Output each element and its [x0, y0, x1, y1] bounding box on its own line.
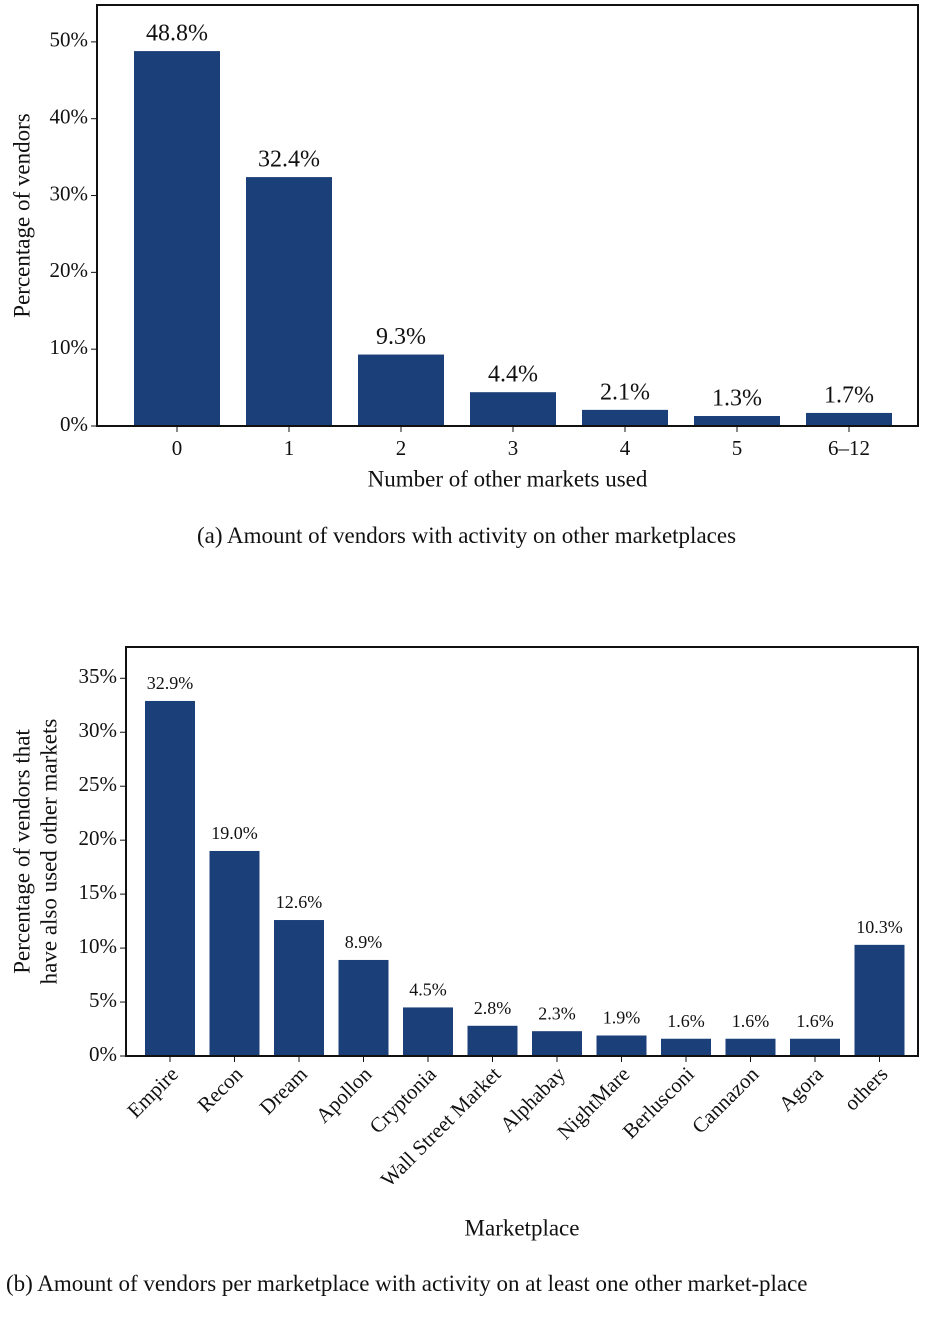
axes-frame: [96, 4, 919, 427]
x-axis-label: Number of other markets used: [368, 466, 648, 491]
value-label: 32.9%: [147, 673, 194, 693]
x-tick-label: Cannazon: [687, 1062, 764, 1139]
bar: [246, 177, 332, 426]
y-tick-label: 0%: [89, 1042, 117, 1066]
y-tick-label: 10%: [79, 934, 118, 958]
bar: [661, 1038, 711, 1056]
value-label: 2.1%: [600, 379, 650, 405]
value-label: 4.5%: [409, 980, 447, 1000]
x-axis-label: Marketplace: [465, 1215, 580, 1240]
y-tick-label: 50%: [50, 28, 89, 52]
value-label: 1.6%: [667, 1011, 705, 1031]
x-tick-label: 3: [508, 436, 519, 460]
y-tick-label: 0%: [60, 412, 88, 436]
bar: [134, 51, 220, 427]
value-label: 1.3%: [712, 386, 762, 412]
x-tick-label: 5: [732, 436, 743, 460]
axes-frame: [125, 646, 919, 1057]
y-tick-label: 10%: [50, 335, 89, 359]
value-label: 1.7%: [824, 382, 874, 408]
y-tick-label: 5%: [89, 988, 117, 1012]
y-axis-label: Percentage of vendors that: [9, 729, 34, 974]
bar: [274, 920, 324, 1056]
value-label: 2.3%: [538, 1003, 576, 1023]
y-tick-label: 20%: [79, 826, 118, 850]
x-tick-label: 2: [396, 436, 407, 460]
y-tick-label: 15%: [79, 880, 118, 904]
y-axis-label: Percentage of vendors: [9, 113, 34, 317]
y-axis-label: have also used other markets: [36, 719, 61, 985]
value-label: 8.9%: [345, 932, 383, 952]
x-tick-label: Wall Street Market: [376, 1062, 506, 1192]
bar: [582, 409, 668, 426]
value-label: 1.9%: [603, 1008, 641, 1028]
x-tick-label: 6–12: [828, 436, 870, 460]
value-label: 19.0%: [211, 823, 258, 843]
bar: [725, 1038, 776, 1056]
bar: [470, 392, 556, 426]
value-label: 4.4%: [488, 362, 538, 388]
x-tick-label: Empire: [122, 1062, 183, 1123]
y-tick-label: 25%: [79, 772, 118, 796]
x-tick-label: 4: [620, 436, 631, 460]
value-label: 12.6%: [276, 892, 323, 912]
bar: [358, 354, 444, 426]
x-tick-label: others: [839, 1062, 892, 1115]
x-tick-label: Berlusconi: [618, 1062, 699, 1143]
x-tick-label: Agora: [774, 1061, 829, 1116]
x-tick-label: Dream: [255, 1062, 312, 1119]
y-tick-label: 30%: [50, 181, 89, 205]
x-tick-label: 1: [284, 436, 295, 460]
value-label: 48.8%: [146, 21, 208, 47]
bar: [806, 412, 892, 426]
value-label: 32.4%: [258, 147, 320, 173]
bar: [338, 959, 389, 1056]
x-tick-label: Recon: [193, 1062, 248, 1117]
bar: [854, 944, 905, 1056]
bar: [403, 1007, 453, 1056]
bar: [145, 700, 195, 1056]
value-label: 2.8%: [474, 998, 512, 1018]
value-label: 1.6%: [732, 1011, 770, 1031]
y-tick-label: 20%: [50, 258, 89, 282]
x-tick-label: 0: [172, 436, 183, 460]
bar: [694, 416, 780, 426]
bar: [790, 1038, 840, 1056]
y-tick-label: 40%: [50, 105, 89, 129]
bar: [209, 850, 260, 1056]
value-label: 9.3%: [376, 324, 426, 350]
bar: [467, 1025, 518, 1056]
bar: [532, 1031, 582, 1056]
y-tick-label: 30%: [79, 718, 118, 742]
caption: (b) Amount of vendors per marketplace wi…: [6, 1271, 808, 1296]
bar: [596, 1035, 647, 1056]
y-tick-label: 35%: [79, 664, 118, 688]
value-label: 1.6%: [796, 1011, 834, 1031]
value-label: 10.3%: [856, 917, 903, 937]
caption: (a) Amount of vendors with activity on o…: [196, 523, 737, 548]
